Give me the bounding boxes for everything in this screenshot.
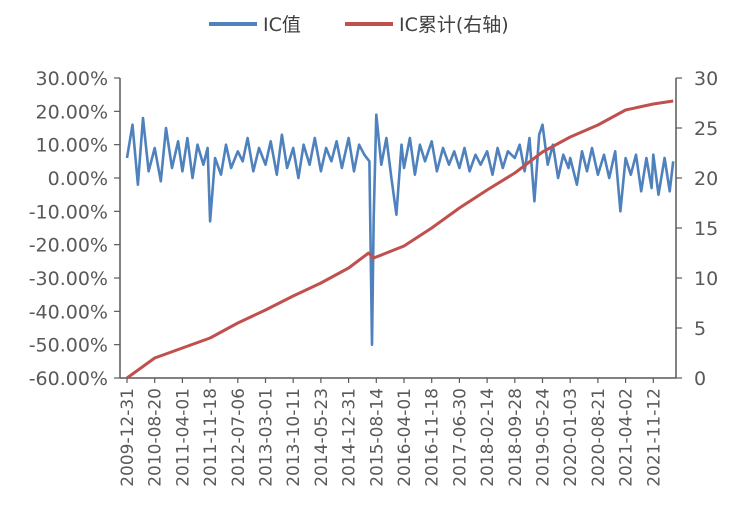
left-tick-label: -30.00% [29, 268, 108, 290]
left-tick-label: 10.00% [36, 135, 108, 157]
left-tick-label: -20.00% [29, 235, 108, 257]
x-tick-label: 2010-08-20 [146, 388, 166, 487]
legend-label-ic-cumulative: IC累计(右轴) [399, 14, 509, 36]
x-tick-label: 2015-08-14 [367, 388, 387, 487]
x-tick-label: 2016-11-18 [423, 388, 443, 487]
right-axis-ticks: 30 25 20 15 10 5 0 [676, 68, 718, 390]
right-tick-label: 0 [694, 368, 706, 390]
legend: IC值 IC累计(右轴) [209, 14, 509, 36]
right-tick-label: 20 [694, 168, 718, 190]
x-tick-label: 2014-05-23 [312, 388, 332, 487]
legend-label-ic: IC值 [263, 14, 301, 36]
x-tick-label: 2018-02-14 [478, 388, 498, 487]
right-tick-label: 25 [694, 118, 718, 140]
left-axis-ticks: 30.00% 20.00% 10.00% 0.00% -10.00% -20.00% -30… [29, 68, 120, 390]
right-tick-label: 30 [694, 68, 718, 90]
x-tick-label: 2012-07-06 [229, 388, 249, 487]
x-tick-label: 2020-01-03 [561, 388, 581, 487]
x-tick-label: 2019-05-24 [534, 388, 554, 487]
x-tick-label: 2021-11-12 [644, 388, 664, 487]
right-tick-label: 15 [694, 218, 718, 240]
left-tick-label: 0.00% [48, 168, 108, 190]
x-tick-label: 2020-08-21 [589, 388, 609, 487]
left-tick-label: 20.00% [36, 101, 108, 123]
x-tick-label: 2018-09-28 [506, 388, 526, 487]
x-tick-label: 2011-04-01 [173, 388, 193, 487]
series-layer [125, 99, 675, 380]
left-tick-label: -10.00% [29, 201, 108, 223]
x-tick-label: 2009-12-31 [118, 388, 138, 487]
x-tick-label: 2013-03-01 [257, 388, 277, 487]
x-tick-label: 2021-04-02 [617, 388, 637, 487]
x-tick-label: 2013-10-11 [284, 388, 304, 487]
series-line-ic [125, 113, 675, 347]
right-tick-label: 10 [694, 268, 718, 290]
x-tick-label: 2017-06-30 [450, 388, 470, 487]
x-axis-ticks: 2009-12-31 2010-08-20 2011-04-01 2011-11-18… [118, 378, 664, 487]
left-tick-label: -40.00% [29, 301, 108, 323]
right-tick-label: 5 [694, 318, 706, 340]
left-tick-label: 30.00% [36, 68, 108, 90]
left-tick-label: -60.00% [29, 368, 108, 390]
series-line-ic-cumulative [126, 99, 674, 380]
x-tick-label: 2014-12-31 [340, 388, 360, 487]
left-tick-label: -50.00% [29, 335, 108, 357]
x-tick-label: 2011-11-18 [201, 388, 221, 487]
x-tick-label: 2016-04-01 [395, 388, 415, 487]
